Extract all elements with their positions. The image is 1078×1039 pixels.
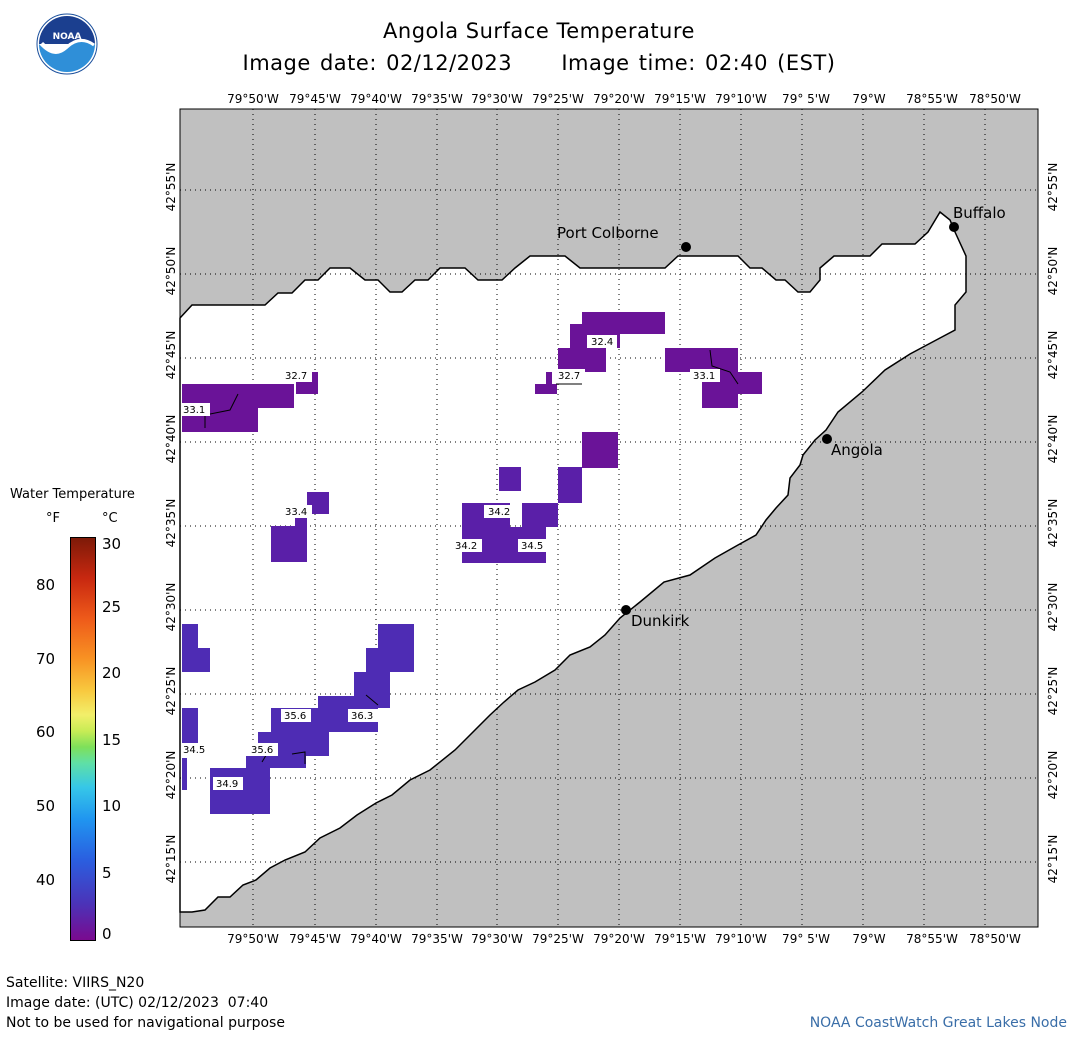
legend-title: Water Temperature	[10, 487, 135, 502]
x-tick-top: 79°20'W	[593, 92, 645, 106]
x-tick-bottom: 78°50'W	[969, 932, 1021, 946]
city-label-buffalo: Buffalo	[953, 204, 1006, 222]
legend-f-label: 70	[36, 650, 56, 668]
legend-unit-f: °F	[46, 511, 60, 526]
y-tick-left: 42°50'N	[164, 246, 178, 296]
contour-labels: 32.7 33.1 32.4 32.7 33.1 33.4 34.2 34.2 …	[181, 335, 720, 790]
sst-pixels-mid	[271, 467, 582, 563]
x-tick-bottom: 79° 5'W	[782, 932, 830, 946]
x-tick-top: 78°55'W	[906, 92, 958, 106]
image-time: Image time: 02:40 (EST)	[561, 51, 836, 75]
contour-label: 35.6	[284, 711, 306, 722]
x-tick-bottom: 79°25'W	[532, 932, 584, 946]
image-date: Image date: 02/12/2023	[242, 51, 513, 75]
noaa-logo-icon: NOAA	[36, 13, 98, 75]
contour-label: 34.5	[183, 745, 205, 756]
city-markers: Port Colborne Buffalo Angola Dunkirk	[557, 204, 1006, 630]
x-tick-bottom: 79°10'W	[715, 932, 767, 946]
legend-f-label: 40	[36, 871, 56, 889]
legend-c-label: 20	[102, 664, 122, 682]
x-tick-top: 79°15'W	[654, 92, 706, 106]
contour-label: 32.7	[558, 371, 580, 382]
contour-label: 32.4	[591, 337, 613, 348]
x-tick-top: 79°45'W	[289, 92, 341, 106]
contour-label: 34.5	[521, 541, 543, 552]
y-tick-left: 42°30'N	[164, 582, 178, 632]
x-tick-top: 79°50'W	[227, 92, 279, 106]
city-label-dunkirk: Dunkirk	[631, 612, 690, 630]
x-tick-bottom: 79°35'W	[411, 932, 463, 946]
credit-link[interactable]: NOAA CoastWatch Great Lakes Node	[809, 1015, 1067, 1031]
y-tick-right: 42°50'N	[1046, 246, 1060, 296]
x-tick-bottom: 79°20'W	[593, 932, 645, 946]
y-tick-right: 42°30'N	[1046, 582, 1060, 632]
y-tick-right: 42°40'N	[1046, 414, 1060, 464]
city-label-port-colborne: Port Colborne	[557, 224, 659, 242]
graticule	[180, 109, 1038, 927]
legend-f-label: 60	[36, 723, 56, 741]
x-tick-top: 79° 5'W	[782, 92, 830, 106]
y-tick-left: 42°25'N	[164, 666, 178, 716]
city-dot-dunkirk	[621, 605, 631, 615]
city-dot-buffalo	[949, 222, 959, 232]
legend-f-label: 50	[36, 797, 56, 815]
logo-text: NOAA	[53, 32, 82, 42]
y-tick-left: 42°55'N	[164, 162, 178, 212]
y-tick-right: 42°55'N	[1046, 162, 1060, 212]
y-tick-right: 42°45'N	[1046, 330, 1060, 380]
page-title: Angola Surface Temperature	[383, 19, 695, 43]
contour-label: 35.6	[251, 745, 273, 756]
legend-f-label: 80	[36, 576, 56, 594]
contour-label: 34.9	[216, 779, 238, 790]
x-tick-bottom: 79°30'W	[471, 932, 523, 946]
lake-erie-water	[179, 210, 967, 913]
x-tick-top: 79°35'W	[411, 92, 463, 106]
contour-label: 32.7	[285, 371, 307, 382]
contour-label: 34.2	[455, 541, 477, 552]
city-label-angola: Angola	[831, 441, 883, 459]
contour-label: 33.1	[693, 371, 715, 382]
x-tick-bottom: 79°45'W	[289, 932, 341, 946]
city-dot-port-colborne	[681, 242, 691, 252]
x-tick-bottom: 79°15'W	[654, 932, 706, 946]
legend-c-label: 30	[102, 535, 122, 553]
y-tick-right: 42°35'N	[1046, 498, 1060, 548]
y-tick-right: 42°20'N	[1046, 750, 1060, 800]
contour-label: 33.1	[183, 405, 205, 416]
y-tick-left: 42°45'N	[164, 330, 178, 380]
y-tick-left: 42°35'N	[164, 498, 178, 548]
temperature-colorbar	[70, 537, 96, 941]
x-tick-top: 79°30'W	[471, 92, 523, 106]
x-tick-top: 78°50'W	[969, 92, 1021, 106]
y-tick-right: 42°25'N	[1046, 666, 1060, 716]
legend-c-label: 10	[102, 797, 122, 815]
x-tick-bottom: 78°55'W	[906, 932, 958, 946]
y-tick-left: 42°40'N	[164, 414, 178, 464]
legend-c-label: 5	[102, 864, 112, 882]
legend-c-label: 25	[102, 598, 122, 616]
legend-c-label: 0	[102, 925, 112, 943]
y-tick-right: 42°15'N	[1046, 834, 1060, 884]
legend-c-label: 15	[102, 731, 122, 749]
utc-image-date: Image date: (UTC) 02/12/2023 07:40	[6, 995, 269, 1011]
x-tick-top: 79°40'W	[350, 92, 402, 106]
y-tick-left: 42°15'N	[164, 834, 178, 884]
contour-label: 33.4	[285, 507, 307, 518]
satellite-info: Satellite: VIIRS_N20	[6, 975, 145, 991]
x-tick-bottom: 79°40'W	[350, 932, 402, 946]
legend-unit-c: °C	[102, 511, 118, 526]
x-tick-top: 79°W	[852, 92, 886, 106]
city-dot-angola	[822, 434, 832, 444]
y-tick-left: 42°20'N	[164, 750, 178, 800]
contour-label: 36.3	[351, 711, 373, 722]
x-tick-bottom: 79°50'W	[227, 932, 279, 946]
image-datetime: Image date: 02/12/2023 Image time: 02:40…	[0, 51, 1078, 75]
x-tick-top: 79°10'W	[715, 92, 767, 106]
x-tick-top: 79°25'W	[532, 92, 584, 106]
x-tick-bottom: 79°W	[852, 932, 886, 946]
disclaimer: Not to be used for navigational purpose	[6, 1015, 285, 1031]
contour-label: 34.2	[488, 507, 510, 518]
